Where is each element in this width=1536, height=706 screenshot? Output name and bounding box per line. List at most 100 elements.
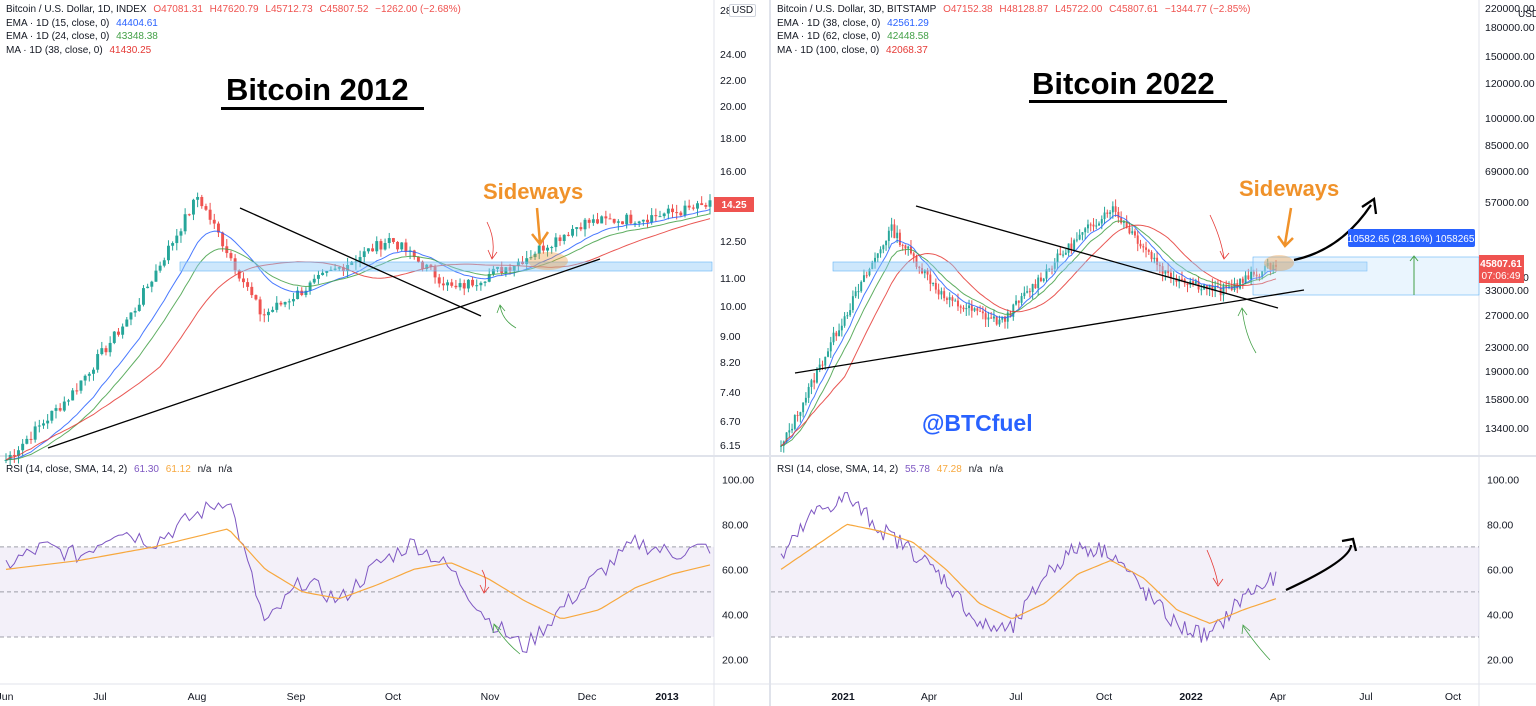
candle-body xyxy=(1004,316,1006,322)
candle-body xyxy=(158,265,162,271)
candle-body xyxy=(350,262,354,266)
candle-body xyxy=(87,373,91,376)
candle-body xyxy=(650,215,654,223)
candle-body xyxy=(926,269,929,275)
candle-body xyxy=(1081,232,1084,235)
candle-body xyxy=(121,326,125,335)
candle-body xyxy=(337,267,341,269)
candle-body xyxy=(637,221,641,224)
candle-body xyxy=(516,261,520,266)
candle-body xyxy=(1169,272,1172,279)
candle-body xyxy=(100,348,104,355)
candle-body xyxy=(591,219,595,223)
candle-body xyxy=(454,285,458,288)
measure-label-badge[interactable] xyxy=(1348,229,1475,247)
chart-pane-bitcoin-2022[interactable]: 220000.00 180000.00 150000.00 120000.00 1000… xyxy=(771,0,1536,706)
candle-body xyxy=(596,219,599,224)
rsi-value: 55.78 xyxy=(904,464,930,475)
candle-body xyxy=(1051,268,1053,270)
candle-body xyxy=(375,241,379,252)
indicator-label: EMA · 1D (62, close, 0) xyxy=(777,31,881,42)
candle-body xyxy=(951,297,954,301)
indicator-row[interactable]: EMA · 1D (15, close, 0) 44404.61 xyxy=(6,17,465,31)
ohlc-change: −1344.77 (−2.85%) xyxy=(1164,4,1251,15)
candle-body xyxy=(250,286,254,296)
candle-body xyxy=(42,423,45,426)
candle-body xyxy=(1106,212,1109,214)
candle-body xyxy=(932,282,935,284)
candle-body xyxy=(604,216,608,219)
indicator-row[interactable]: EMA · 1D (38, close, 0) 42561.29 xyxy=(777,17,1255,31)
candle-body xyxy=(458,283,462,288)
time-tick-label: Oct xyxy=(1096,691,1112,703)
candle-body xyxy=(600,216,604,224)
rsi-tick-label: 100.00 xyxy=(1487,474,1519,486)
candle-body xyxy=(959,306,962,308)
rsi-na: n/a xyxy=(218,464,233,475)
ascending-trendline xyxy=(47,258,601,449)
candle-body xyxy=(965,308,968,310)
candle-body xyxy=(990,317,993,319)
indicator-label: MA · 1D (38, close, 0) xyxy=(6,44,103,56)
candle-body xyxy=(371,248,375,252)
candle-body xyxy=(641,219,645,222)
currency-badge[interactable]: USD xyxy=(729,4,757,17)
candle-body xyxy=(79,380,83,391)
candle-body xyxy=(785,432,788,442)
last-price-badge[interactable] xyxy=(714,197,754,212)
indicator-row[interactable]: MA · 1D (38, close, 0) 41430.25 xyxy=(6,44,465,58)
ohlc-change: −1262.00 (−2.68%) xyxy=(375,4,461,15)
ohlc-open: O47152.38 xyxy=(943,4,993,15)
candle-body xyxy=(1158,264,1161,267)
price-tick-label: 100000.00 xyxy=(1485,113,1535,125)
candle-body xyxy=(17,450,20,456)
up-arrow-icon xyxy=(1293,197,1378,262)
last-price-label: 45807.61 xyxy=(1480,259,1522,270)
candle-body xyxy=(1241,278,1244,283)
chart-canvas-2022[interactable]: 220000.00 180000.00 150000.00 120000.00 1000… xyxy=(771,0,1536,706)
candle-body xyxy=(629,214,633,224)
candle-body xyxy=(304,290,308,295)
legend-2012: Bitcoin / U.S. Dollar, 1D, INDEX O47081.… xyxy=(6,3,465,57)
candle-body xyxy=(1263,266,1266,272)
candle-body xyxy=(945,298,948,300)
candle-body xyxy=(50,410,54,421)
candle-body xyxy=(575,227,579,229)
candle-body xyxy=(1205,284,1208,290)
chart-pane-bitcoin-2012[interactable]: 28.0024.0022.0020.0018.0016.0012.5011.00… xyxy=(0,0,769,706)
ohlc-close: C45807.61 xyxy=(1109,4,1159,15)
pane-divider[interactable] xyxy=(769,0,771,706)
indicator-row[interactable]: EMA · 1D (24, close, 0) 43348.38 xyxy=(6,30,465,44)
candle-body xyxy=(621,221,624,225)
last-price-badge[interactable] xyxy=(1479,255,1524,283)
price-tick-label: 180000.00 xyxy=(1485,22,1535,34)
candle-body xyxy=(558,237,562,242)
candle-body xyxy=(1208,284,1211,290)
candle-body xyxy=(1252,271,1255,275)
indicator-row[interactable]: EMA · 1D (62, close, 0) 42448.58 xyxy=(777,30,1255,44)
candle-body xyxy=(1073,240,1076,251)
candle-body xyxy=(835,332,838,337)
candle-body xyxy=(829,342,832,352)
candle-body xyxy=(212,219,216,224)
candle-body xyxy=(400,242,404,250)
candle-body xyxy=(33,426,37,440)
candle-body xyxy=(687,205,691,208)
candle-body xyxy=(200,196,204,207)
candle-body xyxy=(341,267,345,271)
rsi-tick-label: 40.00 xyxy=(722,609,748,621)
candle-body xyxy=(970,305,973,311)
candle-body xyxy=(1153,257,1156,260)
indicator-row[interactable]: MA · 1D (100, close, 0) 42068.37 xyxy=(777,44,1255,58)
chart-canvas-2012[interactable]: 28.0024.0022.0020.0018.0016.0012.5011.00… xyxy=(0,0,769,706)
currency-label: USD xyxy=(1518,9,1536,20)
price-tick-label: 69000.00 xyxy=(1485,166,1529,178)
candle-body xyxy=(679,212,683,216)
candle-body xyxy=(333,268,337,270)
candle-body xyxy=(1117,211,1120,218)
candle-body xyxy=(1136,235,1139,244)
time-tick-label: Oct xyxy=(385,691,401,703)
price-tick-label: 57000.00 xyxy=(1485,197,1529,209)
candle-body xyxy=(525,258,529,265)
ohlc-high: H48128.87 xyxy=(999,4,1049,15)
